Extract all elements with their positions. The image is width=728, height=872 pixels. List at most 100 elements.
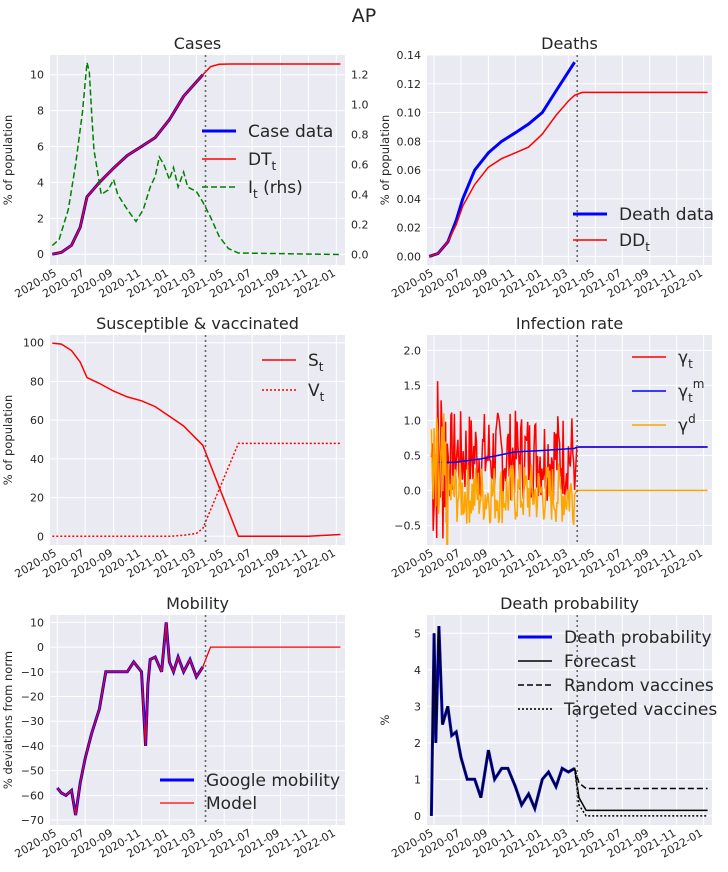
y2-tick-label: 0.8 [351,129,369,142]
legend-label: DTt [248,150,276,173]
series-group [52,342,341,538]
series-line-dd-t [428,91,708,258]
legend-label: DDt [619,231,650,254]
series-line-forecast [430,625,708,816]
panel-infection: −0.50.00.51.01.52.02020-052020-072020-09… [389,314,712,581]
y-tick-label: −30 [21,715,44,728]
y-tick-label: 0.10 [397,107,422,120]
plot-area [427,615,712,825]
y-tick-label: 0.00 [397,250,422,263]
y-tick-label: 0 [37,248,44,261]
series-group [428,61,708,258]
series-group [56,622,341,816]
y-tick-label: 0 [414,810,421,823]
y-axis-label: % [378,714,392,725]
y-tick-label: 0.14 [397,49,422,62]
legend-label: Death probability [564,628,712,648]
y-axis-label: % of population [378,115,392,206]
y-tick-label: 2 [414,737,421,750]
legend-label: γtm [678,377,704,405]
y-tick-label: 100 [23,337,44,350]
y-axis-label: % of population [1,115,15,206]
series-line-model [56,622,341,816]
y-tick-label: 1.5 [404,379,422,392]
y-tick-label: −20 [21,691,44,704]
y-tick-label: 0.12 [397,78,422,91]
y-tick-label: 0.06 [397,164,422,177]
y-tick-label: −50 [21,765,44,778]
panel-title: Death probability [500,594,639,613]
y-axis-label: % deviations from norm [1,651,15,789]
series-line-v-t [52,442,341,538]
series-group [430,381,708,545]
y2-tick-label: 0.2 [351,219,369,232]
panel-susceptible: 0204060801002020-052020-072020-092020-11… [1,314,345,581]
legend-label: Random vaccines [564,676,714,696]
y-tick-label: 20 [30,492,44,505]
y-tick-label: 2.0 [404,344,422,357]
legend-label: Death data [619,205,714,225]
plot-area [50,615,345,825]
y-tick-label: −0.5 [394,519,421,532]
y-tick-label: 4 [414,664,421,677]
y-tick-label: 60 [30,414,44,427]
y-tick-label: 80 [30,375,44,388]
y2-tick-label: 1.0 [351,99,369,112]
y-tick-label: 6 [37,141,44,154]
y-tick-label: 0.08 [397,135,422,148]
y-tick-label: 1 [414,773,421,786]
series-line-dt-t [52,63,341,255]
y2-tick-label: 0.0 [351,249,369,262]
plot-area [50,55,345,265]
panel-mobility: −70−60−50−40−30−20−100102020-052020-0720… [1,594,345,861]
panel-cases: 02468100.00.20.40.60.81.01.22020-052020-… [1,34,369,301]
y-tick-label: −70 [21,814,44,827]
legend-label: Vt [308,381,325,404]
legend-label: Forecast [564,652,636,672]
y-tick-label: 8 [37,105,44,118]
y2-tick-label: 0.4 [351,189,369,202]
y-tick-label: 0.0 [404,484,422,497]
panel-title: Infection rate [516,314,623,333]
panel-title: Mobility [166,594,229,613]
plot-area [427,55,712,265]
y-tick-label: 0.5 [404,449,422,462]
series-group [51,62,341,256]
panel-deaths: 0.000.020.040.060.080.100.120.142020-052… [378,34,714,301]
y-axis-label: % of population [1,395,15,486]
y-tick-label: 0 [37,641,44,654]
y-tick-label: −60 [21,789,44,802]
y-tick-label: 0.04 [397,193,422,206]
legend-label: Case data [248,122,333,142]
legend-label: γd [678,412,696,436]
panel-title: Susceptible & vaccinated [96,314,299,333]
series-line--t-m [431,446,708,464]
panel-title: Cases [174,34,222,53]
y-tick-label: 0 [37,530,44,543]
legend-label: γt [678,348,693,371]
series-line-i-t-rhs- [51,62,341,256]
y-tick-label: −40 [21,740,44,753]
y-tick-label: 3 [414,700,421,713]
y-tick-label: 4 [37,176,44,189]
y-tick-label: 0.02 [397,222,422,235]
legend-label: Targeted vaccines [563,700,717,720]
panel-title: Deaths [541,34,598,53]
legend-label: Google mobility [206,771,340,791]
series-line-random-vaccines [573,768,708,790]
y2-tick-label: 0.6 [351,159,369,172]
y-tick-label: 1.0 [404,414,422,427]
y-tick-label: 10 [30,616,44,629]
legend-label: Model [206,794,257,814]
y-tick-label: 40 [30,453,44,466]
series-line--d [430,413,708,545]
panel-death_prob: 0123452020-052020-072020-092020-112021-0… [378,594,717,861]
y2-tick-label: 1.2 [351,69,369,82]
y-tick-label: 5 [414,627,421,640]
legend-label: It (rhs) [248,178,303,201]
legend-label: St [308,351,324,374]
series-line-s-t [52,342,341,538]
y-tick-label: 10 [30,69,44,82]
series-group [429,625,708,817]
